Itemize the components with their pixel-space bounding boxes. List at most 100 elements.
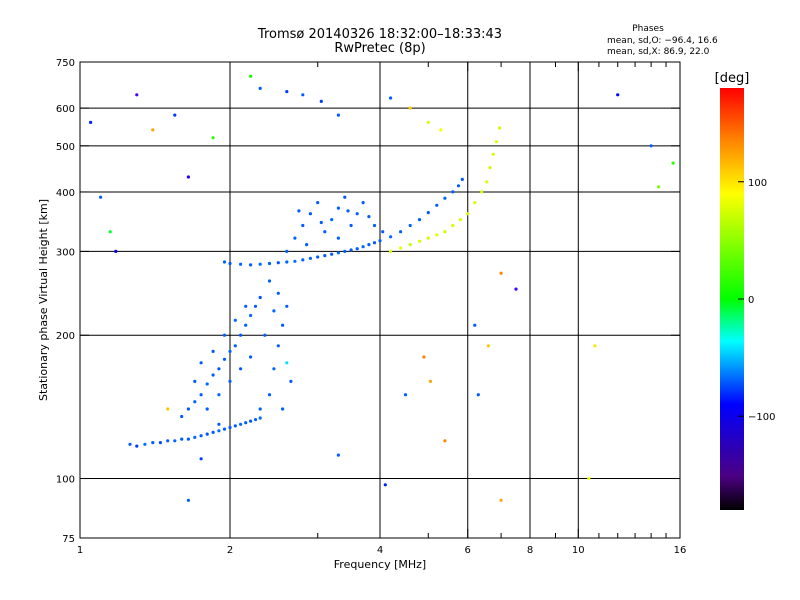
data-point: [499, 498, 503, 502]
data-point: [253, 304, 258, 308]
data-point: [217, 429, 221, 433]
data-point: [158, 441, 162, 445]
data-point: [443, 439, 447, 443]
data-point: [305, 243, 309, 247]
data-point: [494, 140, 498, 144]
data-points: [89, 74, 675, 502]
y-axis-label: Stationary phase Virtual Height [km]: [37, 199, 50, 401]
data-point: [476, 393, 480, 397]
data-point: [297, 209, 301, 213]
data-point: [451, 190, 455, 194]
data-point: [258, 295, 262, 300]
x-tick-label: 8: [527, 545, 533, 556]
x-tick-label: 6: [465, 545, 471, 556]
data-point: [367, 243, 371, 247]
data-point: [180, 414, 184, 419]
data-point: [228, 425, 232, 430]
data-point: [399, 230, 403, 234]
data-point: [319, 99, 323, 103]
x-tick-label: 4: [377, 545, 383, 556]
data-point: [426, 120, 430, 124]
data-point: [193, 435, 197, 439]
data-point: [263, 333, 267, 337]
data-point: [114, 249, 118, 253]
data-point: [267, 279, 272, 283]
data-point: [473, 323, 477, 327]
data-point: [293, 236, 297, 240]
x-tick-label: 1: [77, 545, 83, 556]
data-point: [514, 287, 518, 291]
data-point: [173, 113, 177, 117]
data-point: [222, 357, 227, 361]
data-point: [498, 126, 502, 130]
data-point: [485, 180, 489, 184]
data-point: [258, 416, 262, 420]
y-tick-label: 300: [56, 247, 75, 258]
data-point: [258, 407, 262, 411]
data-point: [378, 239, 382, 243]
data-point: [657, 185, 661, 189]
data-point: [336, 251, 340, 255]
stats-heading: Phases: [632, 24, 664, 34]
data-point: [186, 175, 190, 179]
data-point: [151, 128, 155, 132]
data-point: [272, 309, 276, 313]
data-point: [143, 442, 147, 446]
data-point: [222, 260, 227, 264]
data-point: [228, 261, 232, 266]
data-point: [649, 144, 653, 148]
data-point: [355, 247, 359, 251]
data-point: [426, 236, 430, 240]
x-tick-label: 10: [572, 545, 585, 556]
data-point: [355, 212, 359, 216]
data-point: [336, 206, 340, 210]
data-point: [458, 218, 462, 222]
x-axis-label: Frequency [MHz]: [334, 558, 426, 571]
data-point: [211, 136, 215, 140]
data-point: [281, 407, 285, 411]
data-point: [336, 113, 340, 117]
data-point: [488, 166, 492, 170]
data-point: [272, 367, 276, 371]
data-point: [408, 106, 412, 110]
data-point: [199, 361, 203, 365]
data-point: [361, 201, 365, 205]
data-point: [205, 382, 209, 386]
data-point: [323, 254, 327, 258]
y-tick-label: 400: [56, 188, 75, 199]
data-point: [399, 246, 403, 250]
y-tick-label: 100: [56, 475, 75, 486]
data-point: [323, 230, 327, 234]
data-point: [349, 248, 353, 252]
data-point: [276, 291, 280, 295]
data-point: [428, 379, 432, 383]
data-point: [308, 256, 312, 260]
data-point: [316, 255, 320, 259]
data-point: [293, 259, 297, 263]
y-tick-label: 500: [56, 142, 75, 153]
colorbar-unit-label: [deg]: [715, 71, 750, 86]
data-point: [349, 223, 353, 228]
y-tick-label: 200: [56, 331, 75, 342]
axis-ticks: 1 2 4 6 8 10 16 75 100 200 300 400 500 600 750: [56, 58, 686, 556]
data-point: [222, 427, 227, 431]
data-point: [417, 239, 422, 243]
data-point: [128, 442, 132, 446]
data-point: [343, 249, 347, 253]
data-point: [671, 161, 675, 165]
data-point: [276, 344, 280, 348]
data-point: [244, 421, 248, 425]
data-point: [217, 367, 221, 371]
data-point: [276, 261, 280, 265]
data-point: [217, 422, 221, 426]
data-point: [135, 444, 139, 448]
data-point: [211, 430, 215, 434]
data-point: [336, 453, 340, 457]
data-point: [343, 195, 347, 199]
data-point: [301, 258, 305, 262]
x-tick-label: 16: [674, 545, 687, 556]
data-point: [253, 418, 258, 422]
data-point: [285, 90, 289, 94]
data-point: [593, 344, 597, 348]
data-point: [180, 437, 184, 441]
